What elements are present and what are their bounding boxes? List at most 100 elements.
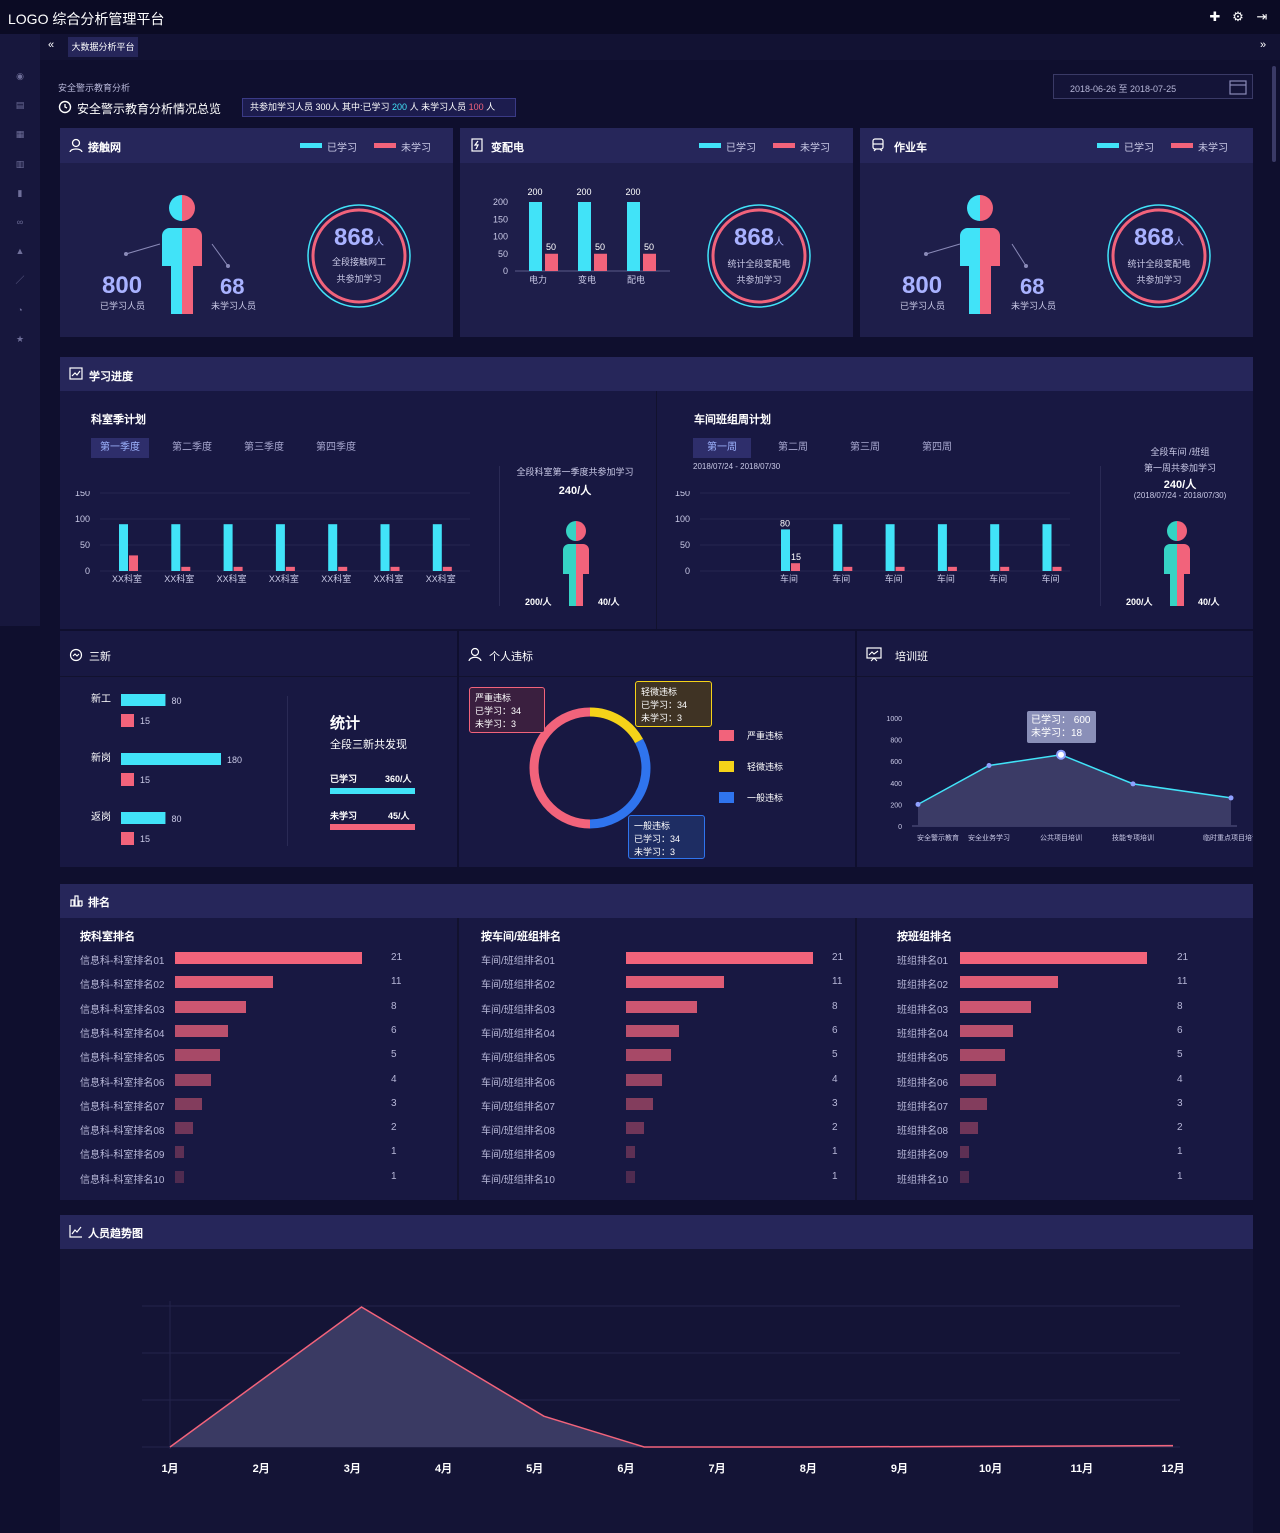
tab-q2[interactable]: 第二季度 bbox=[172, 442, 212, 453]
rank-value: 21 bbox=[832, 952, 844, 963]
pie-icon[interactable]: ◔ bbox=[17, 305, 23, 315]
tab-next-icon[interactable]: » bbox=[1260, 39, 1267, 51]
ranking-title: 排名 bbox=[88, 897, 110, 909]
chat-icon bbox=[69, 648, 83, 662]
rank-bar bbox=[626, 976, 724, 989]
rank-list-department: 信息科-科室排名01 21 信息科-科室排名02 11 信息科-科室排名03 8 信息科-科… bbox=[80, 949, 440, 1199]
ring-unit: 人 bbox=[1174, 237, 1185, 248]
graduation-icon[interactable]: ▲ bbox=[15, 246, 25, 256]
calendar-icon[interactable] bbox=[1229, 79, 1247, 95]
bar-learned bbox=[627, 202, 640, 271]
x-tick-label: 安全警示教育 bbox=[917, 833, 959, 842]
panel-header bbox=[60, 631, 457, 677]
legend-learned: 已学习 bbox=[1124, 143, 1154, 154]
tab-prev-icon[interactable]: « bbox=[48, 39, 55, 51]
x-tick-label: 4月 bbox=[435, 1462, 452, 1475]
tab-w3[interactable]: 第三周 bbox=[850, 442, 880, 453]
bar-learned bbox=[1042, 524, 1052, 571]
file-icon[interactable]: ▮ bbox=[17, 188, 23, 198]
tab-w2[interactable]: 第二周 bbox=[778, 442, 808, 453]
rank-label: 班组排名01 bbox=[897, 956, 949, 967]
rank-list-workshop: 车间/班组排名01 21 车间/班组排名02 11 车间/班组排名03 8 车间/班组排名0… bbox=[481, 949, 844, 1199]
bar-learned bbox=[885, 524, 895, 571]
ring-line1: 全段接触网工 bbox=[331, 257, 386, 267]
list-icon[interactable]: ▤ bbox=[15, 100, 25, 110]
divider bbox=[457, 918, 459, 1200]
rank-label: 信息科-科室排名03 bbox=[80, 1004, 165, 1016]
week-side-total: 240/人 bbox=[1163, 479, 1197, 491]
rank-bar bbox=[626, 1146, 635, 1159]
bar-unlearned bbox=[338, 566, 348, 571]
y-tick-label: 100 bbox=[493, 232, 508, 242]
rank-bar bbox=[626, 1170, 635, 1183]
scrollbar-thumb[interactable] bbox=[1272, 66, 1276, 162]
logout-icon[interactable]: ⇥ bbox=[1256, 9, 1268, 24]
date-range-picker[interactable]: 2018-06-26 至 2018-07-25 bbox=[1053, 74, 1253, 99]
summary-learned: 200 bbox=[392, 102, 408, 112]
gear-icon[interactable]: ⚙ bbox=[1232, 9, 1244, 24]
rank-bar bbox=[626, 1049, 671, 1062]
ranking-header: 排名 bbox=[60, 884, 1253, 918]
ring-badge bbox=[1107, 204, 1211, 308]
rank-label: 信息科-科室排名02 bbox=[80, 980, 165, 992]
stat-learned-label: 已学习 bbox=[330, 774, 358, 784]
rank-col-title: 按科室排名 bbox=[80, 931, 135, 943]
link-icon[interactable]: ∞ bbox=[16, 217, 24, 227]
divider bbox=[287, 696, 288, 846]
x-tick-label: 车间 bbox=[780, 573, 798, 584]
quarter-bar-chart: 0 50 100 150 XX科室 XX科室 XX科室 XX科室 XX科室 XX科室 XX科室 bbox=[75, 491, 470, 584]
tooltip-general: 一般违标 已学习：34 未学习：3 bbox=[628, 815, 705, 859]
add-icon[interactable]: ✚ bbox=[1209, 9, 1221, 24]
y-tick-label: 150 bbox=[75, 491, 90, 498]
training-title: 培训班 bbox=[895, 651, 928, 663]
person-figure bbox=[124, 195, 230, 314]
dashboard-icon[interactable]: ◉ bbox=[16, 71, 24, 81]
legend-learned: 已学习 bbox=[726, 143, 756, 154]
y-tick-label: 0 bbox=[503, 266, 508, 276]
learned-label: 已学习人员 bbox=[100, 301, 146, 311]
legend-unlearned-swatch bbox=[773, 143, 795, 148]
week-plan-title: 车间班组周计划 bbox=[694, 414, 771, 426]
bar-unlearned bbox=[843, 566, 853, 571]
rank-bar bbox=[175, 952, 362, 964]
tab-q1[interactable]: 第一季度 bbox=[91, 438, 149, 458]
tab-bar: « 大数据分析平台 » bbox=[40, 34, 1280, 60]
tooltip-unlearned: 未学习：18 bbox=[1031, 728, 1083, 739]
x-tick-label: 6月 bbox=[617, 1462, 634, 1475]
stat-unlearned-label: 未学习 bbox=[330, 811, 358, 821]
unlearned-label: 未学习人员 bbox=[1011, 301, 1057, 311]
y-tick-label: 0 bbox=[685, 566, 690, 576]
training-area-chart: 0 200 400 600 800 1000 安全警示教育 安全业务学习 公共项目培训 技能专项培… bbox=[886, 716, 1253, 842]
sidebar: ◉ ▤ ▦ ▥ ▮ ∞ ▲ ／ ◔ ★ bbox=[0, 34, 40, 626]
table-icon[interactable]: ▦ bbox=[15, 129, 25, 139]
tab-w4[interactable]: 第四周 bbox=[922, 442, 952, 453]
card-title: 作业车 bbox=[894, 142, 927, 154]
rank-value: 6 bbox=[832, 1024, 838, 1036]
tab-w1[interactable]: 第一周 bbox=[693, 438, 751, 458]
tab-q4[interactable]: 第四季度 bbox=[316, 442, 356, 453]
violation-title: 个人违标 bbox=[489, 651, 533, 663]
tab-q3[interactable]: 第三季度 bbox=[244, 442, 284, 453]
y-tick-label: 400 bbox=[890, 781, 902, 788]
person-figure bbox=[1164, 521, 1190, 606]
value-label: 180 bbox=[227, 755, 242, 765]
legend-unlearned: 未学习 bbox=[800, 143, 830, 154]
rank-label: 车间/班组排名10 bbox=[481, 1174, 555, 1186]
divider bbox=[1100, 466, 1101, 606]
x-tick-label: 车间 bbox=[1041, 573, 1059, 584]
summary-prefix: 共参加学习人员 300人 其中:已学习 bbox=[250, 102, 393, 112]
ring-line2: 共参加学习 bbox=[736, 275, 782, 285]
card-title: 变配电 bbox=[491, 142, 524, 154]
wand-icon[interactable]: ／ bbox=[15, 275, 25, 285]
bar-chart-icon[interactable]: ▥ bbox=[15, 159, 25, 169]
rank-value: 3 bbox=[1177, 1097, 1183, 1109]
x-tick-label: 2月 bbox=[253, 1462, 270, 1475]
panel-header bbox=[459, 631, 855, 677]
x-tick-label: 配电 bbox=[627, 274, 645, 285]
x-tick-label: 8月 bbox=[800, 1462, 817, 1475]
star-icon[interactable]: ★ bbox=[15, 334, 25, 344]
rank-value: 1 bbox=[391, 1170, 397, 1182]
rank-label: 信息科-科室排名06 bbox=[80, 1077, 165, 1089]
rank-label: 车间/班组排名01 bbox=[481, 956, 555, 967]
tab-bigdata[interactable]: 大数据分析平台 bbox=[68, 37, 138, 57]
